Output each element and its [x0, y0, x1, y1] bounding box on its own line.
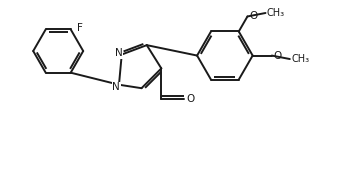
Text: N: N — [112, 82, 120, 92]
Text: CH₃: CH₃ — [267, 8, 285, 18]
Text: N: N — [115, 48, 123, 58]
Text: O: O — [250, 12, 258, 22]
Text: O: O — [274, 51, 282, 61]
Text: O: O — [186, 94, 195, 104]
Text: F: F — [77, 23, 83, 33]
Text: CH₃: CH₃ — [291, 54, 309, 64]
